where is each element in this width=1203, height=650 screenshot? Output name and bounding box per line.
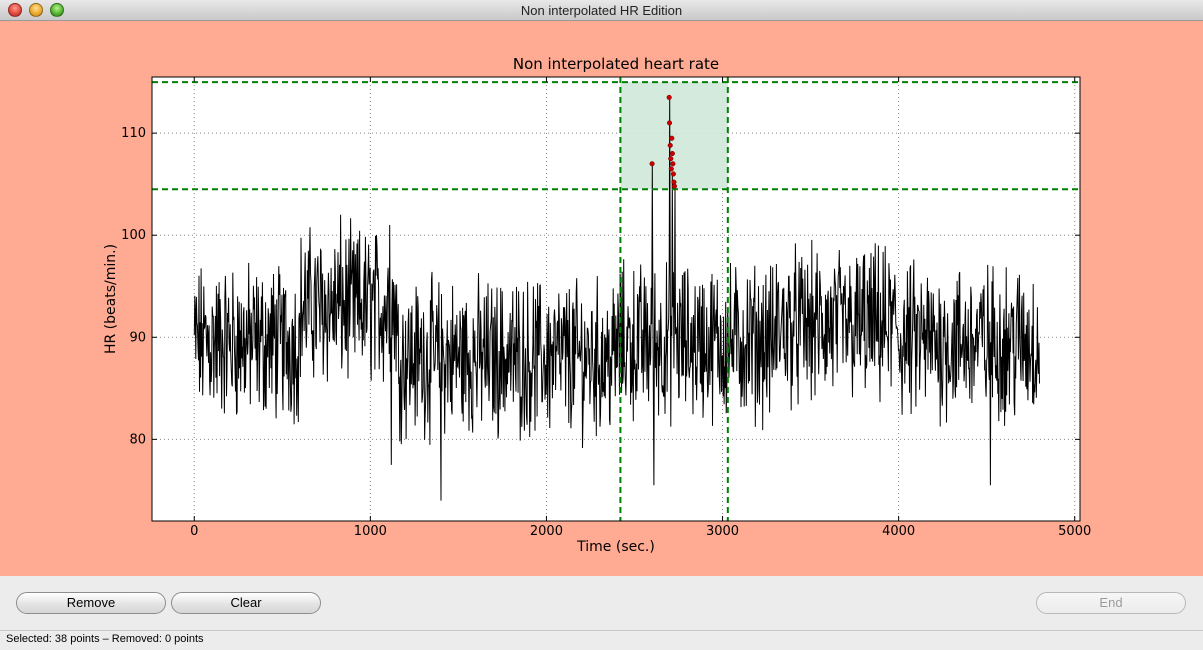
end-button[interactable]: End	[1036, 592, 1186, 614]
x-tick-label: 2000	[530, 524, 563, 539]
button-bar: Remove Clear End	[0, 576, 1203, 630]
x-tick-label: 1000	[354, 524, 387, 539]
selection-region	[620, 82, 728, 190]
plot-area[interactable]: 0 1000 2000 3000 4000 5000 80 90 100 110 Non inte…	[0, 21, 1203, 576]
zoom-window-icon[interactable]	[50, 3, 64, 17]
heart-rate-chart[interactable]: 0 1000 2000 3000 4000 5000 80 90 100 110 Non inte…	[0, 21, 1203, 576]
minimize-window-icon[interactable]	[29, 3, 43, 17]
x-tick-label: 0	[190, 524, 198, 539]
selected-point	[668, 166, 674, 172]
y-tick-label: 90	[129, 330, 146, 345]
selected-point	[649, 161, 655, 167]
selected-point	[670, 161, 676, 167]
selected-point	[668, 156, 674, 162]
status-bar: Selected: 38 points – Removed: 0 points	[0, 630, 1203, 650]
selected-point	[670, 171, 676, 177]
title-bar: Non interpolated HR Edition	[0, 0, 1203, 21]
y-tick-label: 100	[121, 228, 146, 243]
chart-title: Non interpolated heart rate	[513, 55, 719, 73]
remove-button[interactable]: Remove	[16, 592, 166, 614]
y-axis-label: HR (beats/min.)	[103, 244, 119, 354]
axis-ticks: 0 1000 2000 3000 4000 5000 80 90 100 110	[121, 77, 1091, 539]
selected-points	[649, 94, 678, 189]
selected-point	[669, 151, 675, 157]
axes-background	[152, 77, 1080, 521]
status-text: Selected: 38 points – Removed: 0 points	[6, 633, 204, 645]
x-tick-label: 4000	[882, 524, 915, 539]
clear-button[interactable]: Clear	[171, 592, 321, 614]
y-tick-label: 110	[121, 126, 146, 141]
selection-lines	[152, 77, 1080, 521]
selected-point	[669, 135, 675, 141]
selected-point	[666, 94, 672, 100]
hr-series-line	[193, 97, 1040, 501]
y-tick-label: 80	[129, 432, 146, 447]
window-title: Non interpolated HR Edition	[520, 3, 683, 18]
selected-point	[667, 142, 673, 148]
close-window-icon[interactable]	[8, 3, 22, 17]
x-tick-label: 5000	[1058, 524, 1091, 539]
selected-point	[671, 183, 678, 189]
axes-frame	[151, 76, 1081, 522]
x-axis-label: Time (sec.)	[576, 539, 655, 555]
x-tick-label: 3000	[706, 524, 739, 539]
selected-point	[666, 120, 673, 126]
